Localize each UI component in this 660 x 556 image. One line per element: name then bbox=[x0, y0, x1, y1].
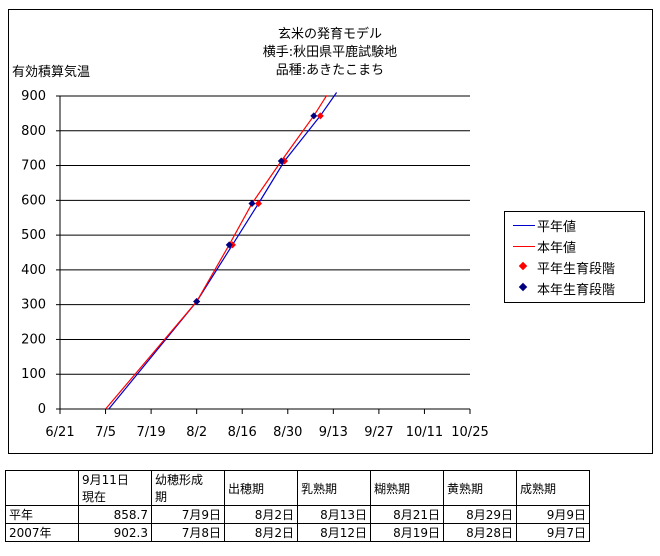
table-row: 平年 858.7 7月9日 8月2日 8月13日 8月21日 8月29日 9月9… bbox=[5, 505, 590, 524]
y-tick-label: 500 bbox=[21, 228, 46, 243]
y-tick-label: 900 bbox=[21, 89, 46, 104]
stage-marker bbox=[248, 199, 256, 207]
legend-item-avg-stage: 平年生育段階 bbox=[509, 258, 616, 277]
table-header-cell: 成熟期 bbox=[516, 470, 590, 506]
table-header-cell: 糊熟期 bbox=[370, 470, 444, 506]
legend: 平年値 本年値 平年生育段階 本年生育段階 bbox=[504, 211, 645, 303]
table-header-cell bbox=[5, 470, 79, 506]
stage-marker bbox=[193, 298, 201, 306]
y-tick-label: 200 bbox=[21, 332, 46, 347]
series-line-1 bbox=[105, 94, 328, 409]
table-cell: 8月2日 bbox=[224, 505, 298, 524]
x-tick-label: 8/30 bbox=[273, 425, 302, 440]
stage-marker bbox=[316, 112, 324, 120]
legend-label: 本年値 bbox=[537, 240, 577, 256]
table-header-cell: 出穂期 bbox=[224, 470, 298, 506]
x-tick-label: 7/5 bbox=[95, 425, 116, 440]
table-cell: 8月19日 bbox=[370, 523, 444, 542]
chart-title-line-1: 玄米の発育モデル bbox=[277, 27, 382, 42]
table-cell: 858.7 bbox=[78, 505, 152, 524]
x-tick-label: 9/27 bbox=[364, 425, 393, 440]
y-axis-label: 有効積算気温 bbox=[12, 65, 91, 80]
chart-title-line-3: 品種:あきたこまち bbox=[275, 63, 385, 78]
stage-marker bbox=[225, 241, 233, 249]
y-tick-label: 300 bbox=[21, 298, 46, 313]
table-cell: 7月9日 bbox=[151, 505, 225, 524]
table-cell: 9月7日 bbox=[516, 523, 590, 542]
growth-stage-table: 9月11日 現在 幼穂形成期 出穂期 乳熟期 糊熟期 黄熟期 成熟期 平年 858… bbox=[5, 470, 590, 542]
y-tick-label: 0 bbox=[38, 402, 46, 417]
stage-marker bbox=[310, 112, 318, 120]
legend-label: 本年生育段階 bbox=[537, 282, 616, 298]
table-cell: 2007年 bbox=[5, 523, 79, 542]
table-row: 2007年 902.3 7月8日 8月2日 8月12日 8月19日 8月28日 … bbox=[5, 523, 590, 542]
y-tick-label: 400 bbox=[21, 263, 46, 278]
table-header-row: 9月11日 現在 幼穂形成期 出穂期 乳熟期 糊熟期 黄熟期 成熟期 bbox=[5, 470, 590, 506]
stage-marker bbox=[277, 157, 285, 165]
x-tick-label: 7/19 bbox=[137, 425, 166, 440]
table-cell: 9月9日 bbox=[516, 505, 590, 524]
table-cell: 8月12日 bbox=[297, 523, 371, 542]
table-cell: 8月2日 bbox=[224, 523, 298, 542]
x-tick-label: 10/11 bbox=[406, 425, 443, 440]
table-header-cell: 乳熟期 bbox=[297, 470, 371, 506]
legend-label: 平年値 bbox=[537, 219, 577, 235]
x-tick-label: 6/21 bbox=[45, 425, 74, 440]
x-tick-label: 10/25 bbox=[451, 425, 488, 440]
legend-item-current-stage: 本年生育段階 bbox=[509, 279, 616, 298]
stage-marker bbox=[254, 199, 262, 207]
table-cell: 平年 bbox=[5, 505, 79, 524]
y-tick-label: 700 bbox=[21, 159, 46, 174]
legend-item-current-line: 本年値 bbox=[509, 237, 577, 256]
table-cell: 902.3 bbox=[78, 523, 152, 542]
legend-label: 平年生育段階 bbox=[537, 261, 616, 277]
table-cell: 8月13日 bbox=[297, 505, 371, 524]
chart-title-line-2: 横手:秋田県平鹿試験地 bbox=[262, 45, 398, 60]
legend-item-avg-line: 平年値 bbox=[509, 216, 577, 235]
series-line-0 bbox=[108, 92, 338, 409]
x-tick-label: 9/13 bbox=[319, 425, 348, 440]
table-header-cell: 幼穂形成期 bbox=[151, 470, 225, 506]
y-tick-label: 600 bbox=[21, 193, 46, 208]
y-tick-label: 800 bbox=[21, 124, 46, 139]
table-cell: 7月8日 bbox=[151, 523, 225, 542]
table-cell: 8月21日 bbox=[370, 505, 444, 524]
table-cell: 8月29日 bbox=[443, 505, 517, 524]
chart-plot: 0 100 200 300 400 500 600 700 800 900 6/21 7/5 7/19 8… bbox=[21, 89, 489, 440]
table-header-cell: 黄熟期 bbox=[443, 470, 517, 506]
table-header-cell: 9月11日 現在 bbox=[78, 470, 152, 506]
table-cell: 8月28日 bbox=[443, 523, 517, 542]
x-tick-label: 8/16 bbox=[228, 425, 257, 440]
x-tick-label: 8/2 bbox=[186, 425, 207, 440]
y-tick-label: 100 bbox=[21, 367, 46, 382]
